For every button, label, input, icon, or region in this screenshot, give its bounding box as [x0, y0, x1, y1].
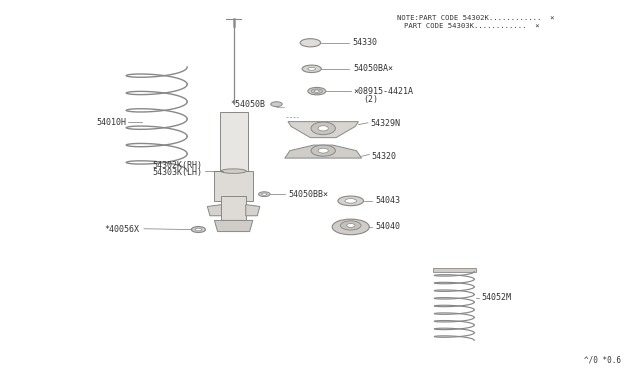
Ellipse shape	[311, 89, 323, 93]
Text: 54050BA×: 54050BA×	[353, 64, 393, 73]
Text: 54050BB×: 54050BB×	[288, 190, 328, 199]
FancyBboxPatch shape	[220, 112, 248, 171]
Polygon shape	[288, 122, 358, 138]
Text: 54043: 54043	[375, 196, 400, 205]
Ellipse shape	[332, 219, 369, 235]
Ellipse shape	[191, 227, 205, 232]
Ellipse shape	[318, 126, 328, 131]
Ellipse shape	[347, 224, 355, 227]
Ellipse shape	[300, 39, 321, 47]
Ellipse shape	[318, 148, 328, 153]
Text: 54320: 54320	[371, 152, 396, 161]
Text: (2): (2)	[364, 95, 378, 104]
Text: *54050B: *54050B	[230, 100, 266, 109]
Polygon shape	[285, 145, 362, 158]
Polygon shape	[246, 205, 260, 216]
Text: 54010H: 54010H	[97, 118, 127, 126]
FancyBboxPatch shape	[433, 268, 476, 272]
Ellipse shape	[195, 228, 202, 231]
Ellipse shape	[311, 122, 335, 135]
Ellipse shape	[259, 192, 270, 196]
Text: *40056X: *40056X	[104, 225, 140, 234]
Text: 54302K(RH): 54302K(RH)	[153, 161, 203, 170]
Text: 54303K(LH): 54303K(LH)	[153, 169, 203, 177]
Ellipse shape	[302, 65, 321, 73]
Ellipse shape	[308, 67, 316, 70]
Text: NOTE:PART CODE 54302K............  ×: NOTE:PART CODE 54302K............ ×	[397, 15, 554, 21]
Polygon shape	[207, 205, 221, 216]
FancyBboxPatch shape	[221, 196, 246, 220]
Text: PART CODE 54303K............  ×: PART CODE 54303K............ ×	[404, 23, 540, 29]
Ellipse shape	[311, 145, 335, 156]
Text: ^/0 *0.6: ^/0 *0.6	[584, 356, 621, 365]
Ellipse shape	[262, 193, 267, 195]
FancyBboxPatch shape	[214, 171, 253, 201]
Ellipse shape	[221, 169, 246, 173]
Text: 54052M: 54052M	[481, 293, 511, 302]
Ellipse shape	[314, 90, 319, 92]
Ellipse shape	[308, 87, 326, 95]
Ellipse shape	[345, 199, 356, 203]
Ellipse shape	[338, 196, 364, 206]
Text: 54329N: 54329N	[370, 119, 400, 128]
Ellipse shape	[340, 221, 361, 230]
Text: 54040: 54040	[375, 222, 400, 231]
Ellipse shape	[271, 102, 282, 106]
Text: 54330: 54330	[352, 38, 377, 47]
Polygon shape	[214, 220, 253, 231]
Text: ×08915-4421A: ×08915-4421A	[353, 87, 413, 96]
